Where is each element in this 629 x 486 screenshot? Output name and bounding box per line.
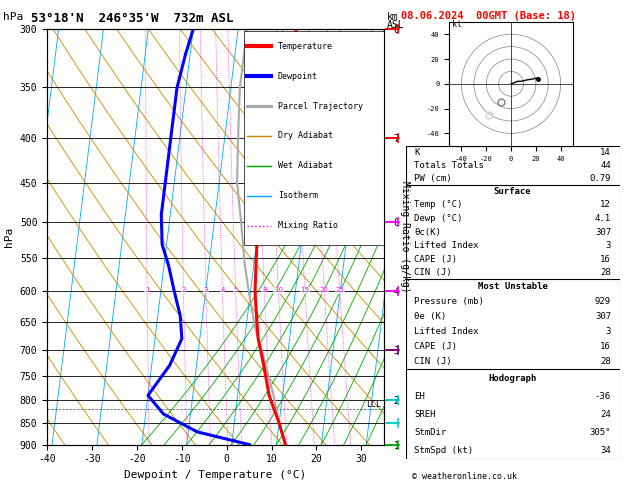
Text: 0.79: 0.79 [589,174,611,183]
Text: SREH: SREH [415,410,436,419]
Text: Dewp (°C): Dewp (°C) [415,214,463,223]
Text: 305°: 305° [589,428,611,437]
Text: LCL: LCL [367,400,381,410]
Text: CIN (J): CIN (J) [415,268,452,277]
Text: 08.06.2024  00GMT (Base: 18): 08.06.2024 00GMT (Base: 18) [401,11,576,21]
Text: hPa: hPa [3,12,23,22]
Text: Temperature: Temperature [277,42,333,51]
Text: km: km [387,12,399,22]
Text: 25: 25 [335,287,344,294]
Text: 5: 5 [233,287,238,294]
X-axis label: Dewpoint / Temperature (°C): Dewpoint / Temperature (°C) [125,470,306,480]
Text: Parcel Trajectory: Parcel Trajectory [277,102,363,110]
Text: 929: 929 [595,297,611,307]
Text: Wet Adiabat: Wet Adiabat [277,161,333,171]
Text: CAPE (J): CAPE (J) [415,255,457,263]
Text: 10: 10 [274,287,283,294]
Text: 3: 3 [606,328,611,336]
Text: kt: kt [452,20,462,29]
Text: 2: 2 [181,287,186,294]
Text: Mixing Ratio: Mixing Ratio [277,221,338,230]
Text: 8: 8 [262,287,267,294]
Text: 28: 28 [600,268,611,277]
Text: EH: EH [415,392,425,401]
Text: Hodograph: Hodograph [489,374,537,383]
Text: 1: 1 [145,287,149,294]
Text: 20: 20 [320,287,329,294]
Text: 3: 3 [606,241,611,250]
Text: © weatheronline.co.uk: © weatheronline.co.uk [412,472,517,481]
Text: Dewpoint: Dewpoint [277,71,318,81]
Text: 15: 15 [301,287,309,294]
Y-axis label: hPa: hPa [4,227,14,247]
Text: K: K [415,148,420,157]
Text: 16: 16 [600,342,611,351]
Text: StmSpd (kt): StmSpd (kt) [415,446,474,455]
Text: Dry Adiabat: Dry Adiabat [277,131,333,140]
Text: -36: -36 [595,392,611,401]
Text: 4: 4 [220,287,225,294]
Text: Isotherm: Isotherm [277,191,318,200]
Text: 44: 44 [600,161,611,170]
Text: Most Unstable: Most Unstable [477,282,548,292]
Y-axis label: Mixing Ratio (g/kg): Mixing Ratio (g/kg) [401,181,410,293]
Text: PW (cm): PW (cm) [415,174,452,183]
Text: 307: 307 [595,227,611,237]
Text: 3: 3 [204,287,208,294]
FancyBboxPatch shape [244,31,384,245]
Text: Lifted Index: Lifted Index [415,328,479,336]
Text: 4.1: 4.1 [595,214,611,223]
Text: Pressure (mb): Pressure (mb) [415,297,484,307]
Text: ASL: ASL [387,20,404,31]
Text: Totals Totals: Totals Totals [415,161,484,170]
Text: 14: 14 [600,148,611,157]
Text: 307: 307 [595,312,611,321]
Text: StmDir: StmDir [415,428,447,437]
Text: θc(K): θc(K) [415,227,441,237]
Text: CIN (J): CIN (J) [415,357,452,366]
Text: Temp (°C): Temp (°C) [415,201,463,209]
Text: 34: 34 [600,446,611,455]
Text: Lifted Index: Lifted Index [415,241,479,250]
Text: 53°18'N  246°35'W  732m ASL: 53°18'N 246°35'W 732m ASL [31,12,234,25]
Text: 12: 12 [600,201,611,209]
Text: CAPE (J): CAPE (J) [415,342,457,351]
Text: 16: 16 [600,255,611,263]
Text: Surface: Surface [494,187,532,196]
Text: 24: 24 [600,410,611,419]
Text: 28: 28 [600,357,611,366]
Text: θe (K): θe (K) [415,312,447,321]
